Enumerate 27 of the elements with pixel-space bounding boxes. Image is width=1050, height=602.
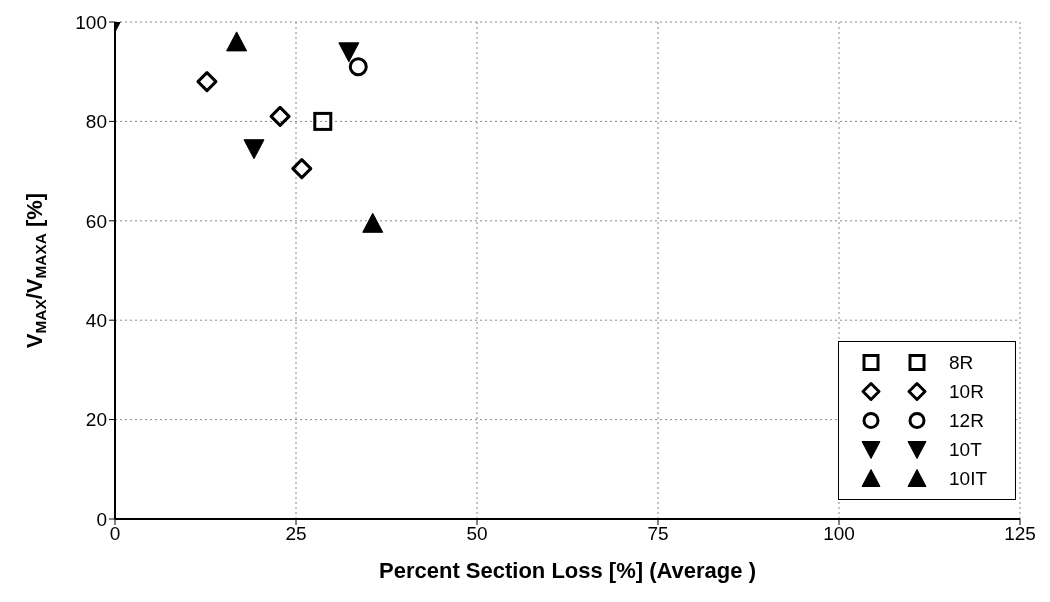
legend-label: 10T <box>949 438 982 461</box>
y-tick-label: 100 <box>75 11 107 33</box>
legend-label: 10IT <box>949 467 988 490</box>
point <box>313 111 333 131</box>
point <box>338 42 360 63</box>
legend-label: 10R <box>949 380 984 403</box>
y-tick-label: 80 <box>85 111 107 133</box>
x-axis-title: Percent Section Loss [%] (Average ) <box>379 558 756 583</box>
legend-label: 8R <box>949 351 974 374</box>
point <box>362 212 384 233</box>
legend-label: 12R <box>949 409 984 432</box>
point <box>348 57 368 77</box>
x-tick-label: 50 <box>466 523 488 545</box>
x-tick-label: 0 <box>109 523 121 545</box>
y-tick-label: 20 <box>85 409 107 431</box>
point <box>243 139 265 160</box>
x-tick-label: 25 <box>285 523 307 545</box>
y-tick-label: 0 <box>96 508 107 530</box>
point <box>269 105 291 127</box>
point <box>196 71 218 93</box>
x-tick-label: 100 <box>823 523 855 545</box>
y-tick-label: 40 <box>85 309 107 331</box>
point <box>291 158 313 180</box>
y-tick-label: 60 <box>85 210 107 232</box>
x-tick-label: 125 <box>1004 523 1036 545</box>
point <box>226 31 248 52</box>
x-tick-label: 75 <box>647 523 669 545</box>
